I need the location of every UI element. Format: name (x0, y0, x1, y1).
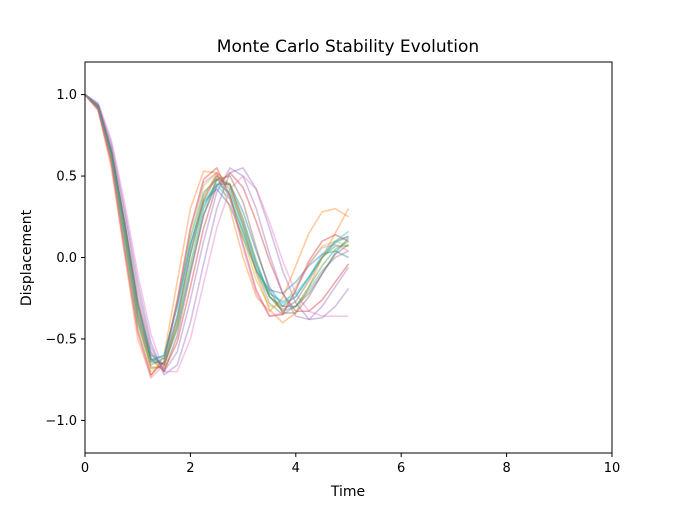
y-axis-label: Displacement (19, 209, 35, 306)
x-tick-label: 2 (186, 461, 194, 476)
series-line-14 (84, 94, 349, 376)
y-tick-label: 0.0 (56, 251, 77, 266)
y-tick-label: −0.5 (45, 332, 77, 347)
plot-area (84, 93, 350, 379)
series-line-8 (84, 94, 349, 370)
x-tick-label: 0 (81, 461, 89, 476)
series-line-18 (84, 93, 349, 360)
y-axis: −1.0 −0.5 0.0 0.5 1.0 (45, 88, 85, 429)
series-group (84, 93, 350, 379)
series-line-7 (84, 93, 349, 373)
x-axis-label: Time (330, 484, 365, 500)
chart-title: Monte Carlo Stability Evolution (217, 37, 479, 57)
series-line-9 (84, 94, 349, 373)
series-line-3 (84, 94, 349, 366)
series-line-16 (84, 93, 349, 373)
y-tick-label: 0.5 (56, 170, 77, 185)
series-line-11 (84, 93, 350, 366)
series-line-6 (84, 94, 349, 365)
x-tick-label: 6 (397, 461, 405, 476)
y-tick-label: −1.0 (45, 414, 77, 429)
series-line-17 (84, 94, 349, 379)
x-tick-label: 4 (292, 461, 300, 476)
series-line-10 (84, 94, 349, 363)
series-line-5 (84, 93, 350, 376)
series-line-2 (84, 94, 349, 378)
x-axis: 0 2 4 6 8 10 (81, 453, 620, 476)
series-line-12 (84, 94, 350, 370)
series-line-4 (84, 93, 350, 371)
series-line-15 (84, 93, 350, 373)
series-line-1 (84, 94, 349, 361)
x-tick-label: 8 (502, 461, 510, 476)
x-tick-label: 10 (604, 461, 621, 476)
y-tick-label: 1.0 (56, 88, 77, 103)
series-line-13 (84, 93, 349, 366)
